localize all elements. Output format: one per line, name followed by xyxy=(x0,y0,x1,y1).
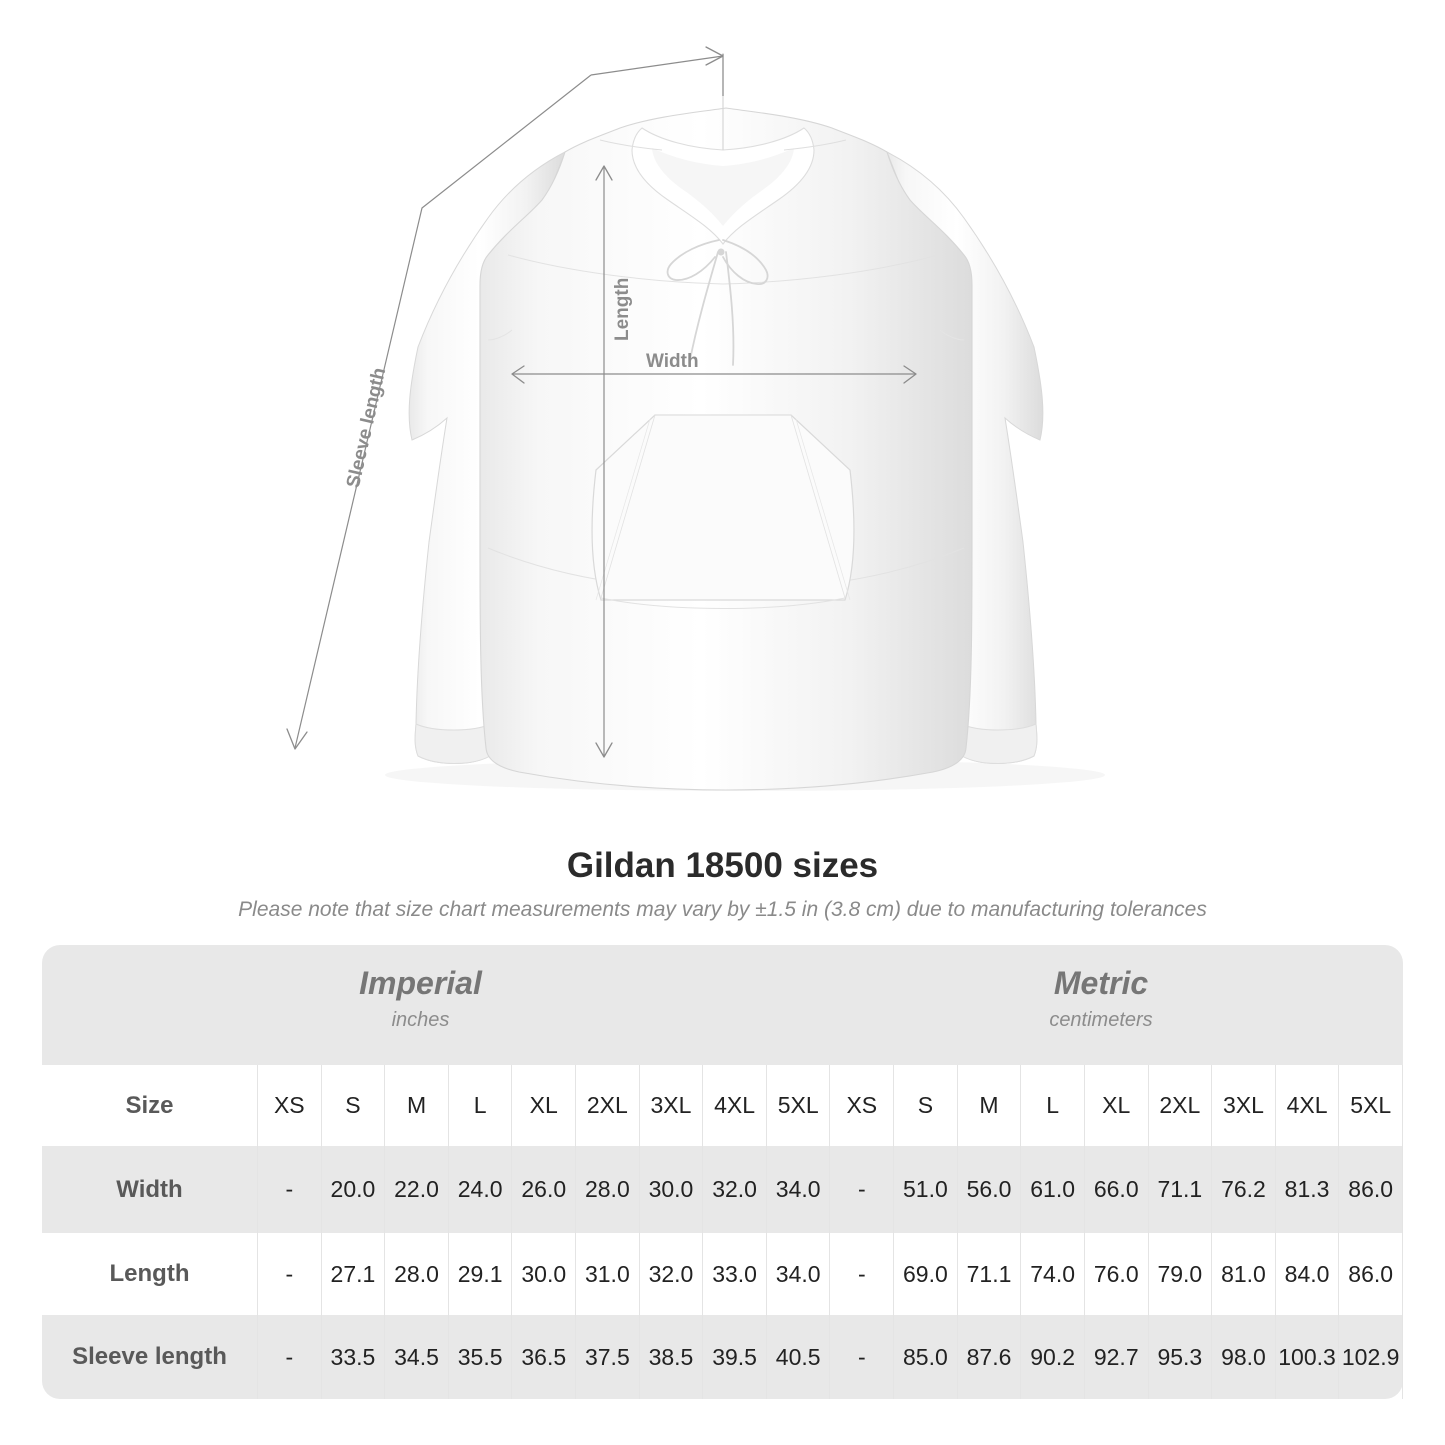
svg-text:Length: Length xyxy=(612,278,633,341)
svg-text:Sleeve length: Sleeve length xyxy=(343,366,390,490)
svg-text:Width: Width xyxy=(646,351,699,372)
